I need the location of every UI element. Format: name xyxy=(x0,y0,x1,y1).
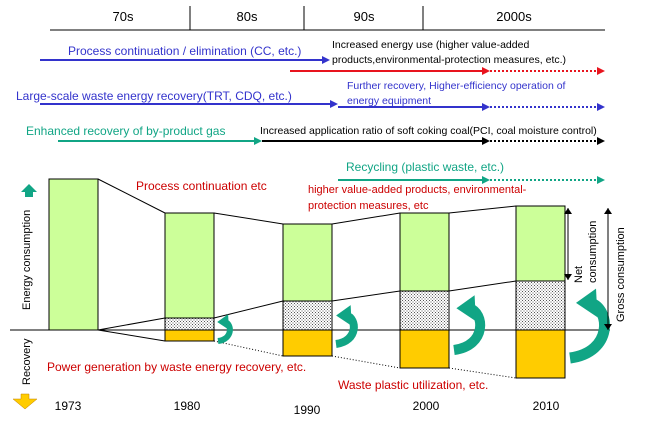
annotation-power-generation: Power generation by waste energy recover… xyxy=(47,360,306,374)
annotation-higher-value: protection measures, etc xyxy=(308,200,429,212)
bar-connectors xyxy=(97,178,517,379)
measure-labels: Process continuation / elimination (CC, … xyxy=(16,39,597,174)
net-consumption-bar xyxy=(515,205,566,282)
increased-energy-segment xyxy=(399,290,450,331)
arrow-head-icon xyxy=(597,103,605,111)
arrow-head-icon xyxy=(597,137,605,145)
top-connector xyxy=(331,212,401,225)
increased-energy-segment xyxy=(282,300,333,331)
annotation-waste-plastic: Waste plastic utilization, etc. xyxy=(338,378,488,392)
measure-label-waste-recovery: Large-scale waste energy recovery(TRT, C… xyxy=(16,89,292,103)
top-connector xyxy=(448,205,517,214)
down-arrow-icon xyxy=(12,393,38,410)
recovery-connector xyxy=(448,367,517,379)
added-connector xyxy=(213,300,284,319)
measure-label-soft-coking: Increased application ratio of soft coki… xyxy=(260,125,597,137)
measure-label-cc: Process continuation / elimination (CC, … xyxy=(68,44,301,58)
measure-label-increased-energy: Increased energy use (higher value-added xyxy=(332,39,529,51)
recycle-arrow-head-icon xyxy=(336,305,352,326)
recovery-connector xyxy=(213,340,284,357)
year-labels: 1973 1980 1990 2000 2010 xyxy=(55,399,560,417)
measure-label-byproduct-gas: Enhanced recovery of by-product gas xyxy=(26,124,225,138)
decade-label: 80s xyxy=(237,9,258,24)
arrow-head-icon xyxy=(254,137,262,145)
decade-label: 2000s xyxy=(496,9,532,24)
arrow-head-icon xyxy=(482,176,490,184)
net-consumption-bar xyxy=(399,212,450,292)
decade-label: 70s xyxy=(113,9,134,24)
net-consumption-bar xyxy=(48,178,99,331)
decade-timeline: 70s 80s 90s 2000s xyxy=(50,6,605,31)
decade-label: 90s xyxy=(354,9,375,24)
arrow-head-icon xyxy=(482,67,490,75)
arrow-head-icon xyxy=(597,67,605,75)
recovery-arrows xyxy=(217,288,610,364)
recovery-segment xyxy=(515,329,566,379)
year-label: 1973 xyxy=(55,399,82,413)
recovery-connector xyxy=(331,355,401,369)
arrow-head-icon xyxy=(604,208,612,214)
annotation-higher-value: higher value-added products, environment… xyxy=(308,184,527,196)
annotations: Process continuation etc higher value-ad… xyxy=(47,179,527,392)
arrow-head-icon xyxy=(564,208,572,214)
net-consumption-bar xyxy=(164,212,215,319)
arrow-head-icon xyxy=(597,176,605,184)
right-axis: Net consumption Gross consumption xyxy=(564,208,627,330)
up-arrow-icon xyxy=(21,184,37,197)
energy-bars xyxy=(48,178,566,379)
axis-label-gross: Gross consumption xyxy=(615,227,627,322)
recovery-connector xyxy=(97,329,166,342)
recovery-segment xyxy=(164,329,215,342)
recovery-segment xyxy=(399,329,450,369)
added-connector xyxy=(97,317,166,331)
arrow-head-icon xyxy=(482,103,490,111)
measure-label-further-recovery: energy equipment xyxy=(347,95,431,107)
axis-label-energy-consumption: Energy consumption xyxy=(21,210,33,310)
arrow-head-icon xyxy=(604,324,612,330)
recycle-arrow-head-icon xyxy=(456,295,476,322)
arrow-head-icon xyxy=(482,137,490,145)
annotation-process-continuation: Process continuation etc xyxy=(136,179,267,193)
increased-energy-segment xyxy=(164,317,215,331)
measure-label-increased-energy: products,environmental-protection measur… xyxy=(332,54,566,66)
axis-label-net: consumption xyxy=(587,221,599,283)
measure-arrows xyxy=(40,56,605,184)
arrow-head-icon xyxy=(330,100,338,108)
arrow-head-icon xyxy=(322,56,330,64)
year-label: 1980 xyxy=(174,399,201,413)
axis-label-net: Net xyxy=(573,266,585,283)
measure-label-recycling: Recycling (plastic waste, etc.) xyxy=(346,160,504,174)
axis-label-recovery: Recovery xyxy=(21,338,33,385)
left-axis: Energy consumption Recovery xyxy=(12,184,38,410)
top-connector xyxy=(97,178,166,214)
year-label: 2010 xyxy=(533,399,560,413)
recycle-arrow-head-icon xyxy=(576,288,598,318)
year-label: 2000 xyxy=(413,399,440,413)
year-label: 1990 xyxy=(294,403,321,417)
recovery-segment xyxy=(282,329,333,357)
added-connector xyxy=(331,290,401,302)
arrow-head-icon xyxy=(564,274,572,280)
increased-energy-segment xyxy=(515,280,566,331)
top-connector xyxy=(213,212,284,225)
net-consumption-bar xyxy=(282,223,333,302)
recycle-arrow-head-icon xyxy=(217,314,229,330)
added-connector xyxy=(448,280,517,292)
measure-label-further-recovery: Further recovery, Higher-efficiency oper… xyxy=(347,80,566,92)
